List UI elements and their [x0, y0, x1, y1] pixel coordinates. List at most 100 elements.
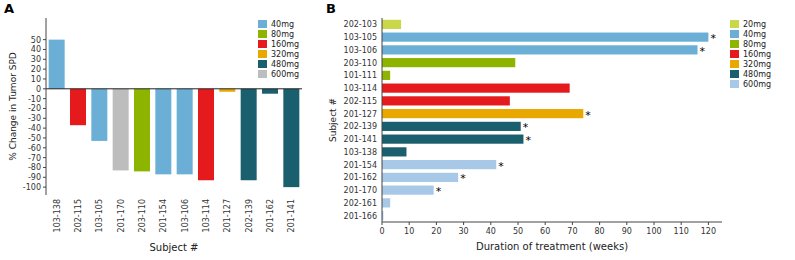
- tick-label: 60: [540, 227, 550, 236]
- tick: [43, 177, 46, 178]
- annotation: *: [523, 121, 529, 134]
- legend-swatch: [730, 30, 739, 38]
- category-label: 201-166: [344, 212, 377, 221]
- bar: [382, 96, 510, 105]
- tick-label: -70: [28, 154, 41, 163]
- tick-label: 10: [404, 227, 414, 236]
- category-label: 201-141: [287, 199, 296, 232]
- legend-label: 40mg: [743, 30, 766, 39]
- bar: [382, 186, 434, 195]
- bar: [382, 33, 708, 42]
- bar: [382, 84, 570, 93]
- bar: [91, 89, 107, 141]
- tick-label: 20: [431, 227, 441, 236]
- legend-label: 480mg: [743, 70, 771, 79]
- tick: [43, 118, 46, 119]
- x-axis-label: Subject #: [150, 242, 199, 253]
- category-label: 203-110: [138, 199, 147, 232]
- tick: [43, 167, 46, 168]
- bar: [134, 89, 150, 172]
- tick-label: 0: [379, 227, 384, 236]
- tick: [463, 222, 464, 225]
- tick-label: -80: [28, 163, 41, 172]
- y-axis-label: Subject #: [328, 98, 338, 142]
- tick: [626, 222, 627, 225]
- category-label: 201-162: [266, 199, 275, 232]
- annotation: *: [700, 45, 706, 58]
- category-label: 103-114: [344, 84, 377, 93]
- annotation: *: [710, 32, 716, 45]
- tick-label: 30: [31, 55, 41, 64]
- legend-label: 320mg: [743, 60, 771, 69]
- bar: [382, 135, 523, 144]
- tick-label: -40: [28, 124, 41, 133]
- tick: [43, 59, 46, 60]
- tick: [599, 222, 600, 225]
- legend-swatch: [258, 20, 267, 28]
- bar: [177, 89, 193, 175]
- annotation: *: [525, 134, 531, 147]
- tick-label: 20: [31, 65, 41, 74]
- tick: [518, 222, 519, 225]
- bar: [113, 89, 129, 171]
- legend-swatch: [258, 70, 267, 78]
- category-label: 201-141: [344, 135, 377, 144]
- y-axis-line: [46, 18, 47, 195]
- bar: [155, 89, 171, 175]
- panel: -100-90-80-70-60-50-40-30-20-10010203040…: [4, 1, 302, 253]
- legend-label: 600mg: [271, 70, 299, 79]
- tick-label: 50: [31, 36, 41, 45]
- category-label: 201-154: [159, 199, 168, 232]
- tick-label: -100: [23, 183, 41, 192]
- tick: [43, 137, 46, 138]
- tick-label: 70: [567, 227, 577, 236]
- category-label: 201-170: [344, 186, 377, 195]
- tick: [572, 222, 573, 225]
- legend-swatch: [258, 60, 267, 68]
- legend-swatch: [730, 20, 739, 28]
- tick: [708, 222, 709, 225]
- tick-label: -30: [28, 114, 41, 123]
- bar: [283, 89, 299, 187]
- title: A: [4, 1, 14, 16]
- tick: [43, 157, 46, 158]
- bar: [262, 89, 278, 94]
- category-label: 201-170: [117, 199, 126, 232]
- category-label: 202-115: [74, 199, 83, 232]
- category-label: 103-106: [181, 199, 190, 232]
- tick-label: 120: [701, 227, 716, 236]
- tick-label: 10: [31, 75, 41, 84]
- tick: [409, 222, 410, 225]
- annotation: *: [585, 109, 591, 122]
- bar: [382, 198, 390, 207]
- category-label: 103-114: [202, 199, 211, 232]
- tick: [43, 147, 46, 148]
- category-label: 203-110: [344, 59, 377, 68]
- tick: [43, 108, 46, 109]
- category-label: 103-105: [95, 199, 104, 232]
- tick: [382, 222, 383, 225]
- category-label: 202-115: [344, 97, 377, 106]
- tick: [43, 69, 46, 70]
- legend-label: 80mg: [271, 30, 294, 39]
- bars: [49, 40, 300, 188]
- category-label: 103-105: [344, 33, 377, 42]
- category-label: 202-161: [344, 199, 377, 208]
- bar: [70, 89, 86, 125]
- bar: [382, 122, 521, 131]
- panel: 0102030405060708090100110120202-103103-1…: [326, 1, 771, 252]
- legend-swatch: [258, 50, 267, 58]
- bar: [382, 71, 390, 80]
- tick: [43, 98, 46, 99]
- tick-label: 30: [459, 227, 469, 236]
- bar: [382, 45, 698, 54]
- legend-swatch: [730, 70, 739, 78]
- legend-label: 320mg: [271, 50, 299, 59]
- category-label: 202-139: [245, 199, 254, 232]
- bar: [382, 20, 401, 29]
- tick-label: 80: [595, 227, 605, 236]
- tick-label: -10: [28, 95, 41, 104]
- tick: [545, 222, 546, 225]
- category-label: 201-127: [223, 199, 232, 232]
- bar: [241, 89, 257, 180]
